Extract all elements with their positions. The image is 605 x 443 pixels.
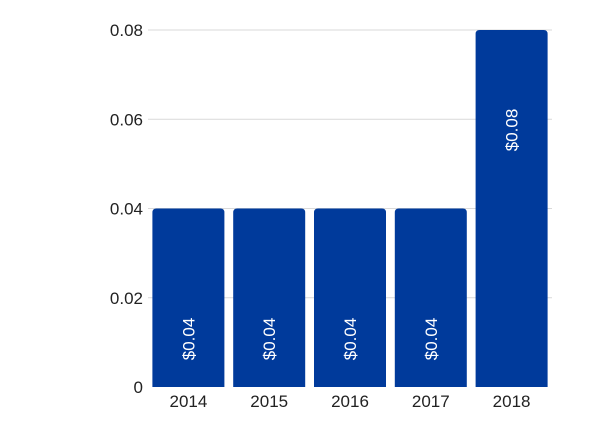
bar-2017 xyxy=(394,208,467,387)
x-tick-label: 2014 xyxy=(169,392,207,411)
y-tick-label: 0.04 xyxy=(110,200,143,219)
y-tick-label: 0.08 xyxy=(110,21,143,40)
y-tick-label: 0.02 xyxy=(110,289,143,308)
data-label: $0.04 xyxy=(260,318,279,361)
x-tick-label: 2018 xyxy=(493,392,531,411)
y-tick-label: 0.06 xyxy=(110,110,143,129)
bars-layer xyxy=(152,30,548,387)
bar-2016 xyxy=(314,208,386,387)
x-tick-label: 2017 xyxy=(412,392,450,411)
bar-2018 xyxy=(475,30,548,387)
y-tick-label: 0 xyxy=(134,378,143,397)
labels-layer: 0 0.02 0.04 0.06 0.08 $0.04 2014 $0.04 2015 $0.04… xyxy=(110,21,531,411)
x-tick-label: 2015 xyxy=(250,392,288,411)
bar-2014 xyxy=(152,208,225,387)
data-label: $0.08 xyxy=(503,109,522,152)
bar-2015 xyxy=(233,208,306,387)
data-label: $0.04 xyxy=(422,318,441,361)
x-tick-label: 2016 xyxy=(331,392,369,411)
data-label: $0.04 xyxy=(341,318,360,361)
data-label: $0.04 xyxy=(179,318,198,361)
